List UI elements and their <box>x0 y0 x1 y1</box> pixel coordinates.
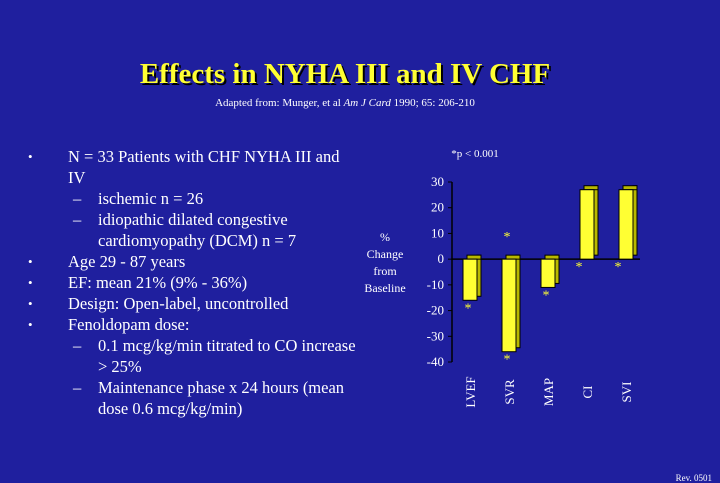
subtitle-suffix: 1990; 65: 206-210 <box>390 97 475 109</box>
bar-side-ci <box>593 185 599 256</box>
bar-top-svi <box>622 185 638 191</box>
significance-note: *p < 0.001 <box>451 148 498 160</box>
bar-side-svr <box>515 254 521 349</box>
extra-significance-star: * <box>504 230 511 245</box>
sub-bullet-item: idiopathic dilated congestive cardiomyop… <box>28 209 358 251</box>
x-tick-label: MAP <box>541 378 556 406</box>
bar-lvef <box>462 258 478 301</box>
slide-title: Effects in NYHA III and IV CHF <box>139 58 551 90</box>
significance-star: * <box>465 301 472 316</box>
revision-footer: Rev. 0501 <box>675 473 712 483</box>
y-tick-label: 30 <box>431 174 444 189</box>
sub-bullet-item: Maintenance phase x 24 hours (mean dose … <box>28 377 358 419</box>
bullet-item: Age 29 - 87 years <box>28 251 358 272</box>
bar-map <box>540 258 556 288</box>
subtitle-prefix: Adapted from: Munger, et al <box>215 97 344 109</box>
bullet-item: Fenoldopam dose: <box>28 314 358 335</box>
y-tick-label: -40 <box>427 354 444 369</box>
bar-top-lvef <box>466 254 482 260</box>
y-axis-label: Change <box>367 247 404 261</box>
x-tick-label: SVI <box>619 382 634 403</box>
bullet-item: Design: Open-label, uncontrolled <box>28 293 358 314</box>
bar-svi <box>618 189 634 260</box>
bar-top-map <box>544 254 560 260</box>
significance-star: * <box>543 288 550 303</box>
significance-star: * <box>615 260 622 275</box>
bar-side-lvef <box>476 254 482 297</box>
x-tick-label: SVR <box>502 379 517 405</box>
sub-bullet-item: ischemic n = 26 <box>28 188 358 209</box>
y-tick-label: -20 <box>427 303 444 318</box>
significance-star: * <box>504 353 511 368</box>
bar-svr <box>501 258 517 353</box>
bar-top-svr <box>505 254 521 260</box>
significance-star: * <box>576 260 583 275</box>
y-tick-label: 20 <box>431 200 444 215</box>
bullet-item: EF: mean 21% (9% - 36%) <box>28 272 358 293</box>
bullet-list: N = 33 Patients with CHF NYHA III and IV… <box>28 146 358 419</box>
y-tick-label: -10 <box>427 277 444 292</box>
sub-bullet-item: 0.1 mcg/kg/min titrated to CO increase >… <box>28 335 358 377</box>
x-tick-label: LVEF <box>463 376 478 407</box>
x-tick-label: CI <box>580 386 595 399</box>
slide-subtitle: Adapted from: Munger, et al Am J Card 19… <box>0 97 690 109</box>
bar-side-svi <box>632 185 638 256</box>
y-axis-label: from <box>373 264 397 278</box>
subtitle-journal: Am J Card <box>343 97 391 109</box>
y-tick-label: 10 <box>431 225 444 240</box>
bar-top-ci <box>583 185 599 191</box>
y-axis-label: % <box>380 230 390 244</box>
y-tick-label: -30 <box>427 328 444 343</box>
y-axis-label: Baseline <box>364 281 405 295</box>
bullet-item: N = 33 Patients with CHF NYHA III and IV <box>28 146 358 188</box>
y-tick-label: 0 <box>438 251 445 266</box>
bar-ci <box>579 189 595 260</box>
